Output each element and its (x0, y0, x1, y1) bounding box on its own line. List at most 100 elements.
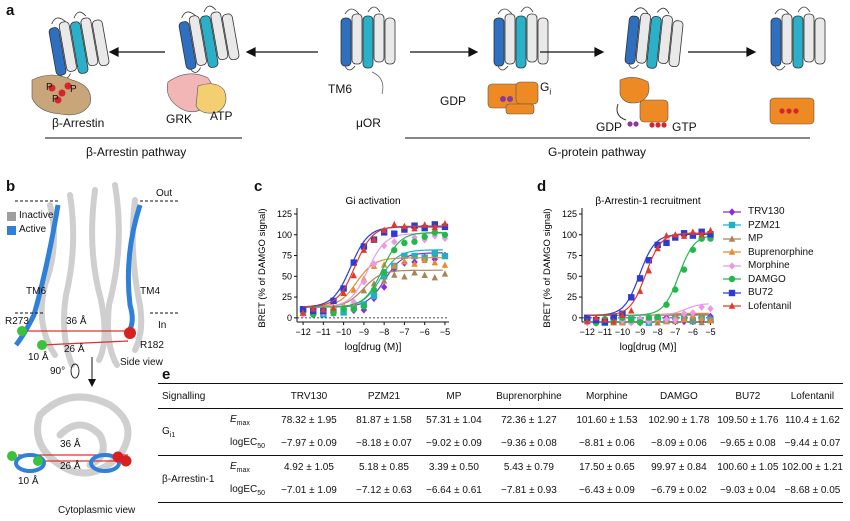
data-point (401, 273, 408, 280)
cyto-10-label: 10 Å (18, 476, 39, 487)
tm4-label: TM4 (140, 286, 160, 297)
legend-inactive-swatch (7, 212, 16, 221)
dist-10-label: 10 Å (28, 352, 49, 363)
x-tick-label: −5 (440, 327, 450, 337)
data-point (441, 270, 449, 277)
legend-label: PZM21 (748, 219, 781, 231)
legend-marker (728, 289, 736, 296)
data-point (441, 219, 449, 227)
p-label-1: P (46, 82, 53, 93)
header-mp: MP (446, 390, 462, 402)
data-point (330, 309, 337, 317)
signalling-table-wrap: Signalling TRV130 PZM21 MP Buprenorphine… (158, 383, 843, 503)
data-point (411, 238, 418, 245)
x-tick-label: −12 (295, 327, 310, 337)
y-tick-label: 75 (282, 251, 292, 261)
value-cell: 78.32 ± 1.95 (281, 415, 337, 426)
legend-label: Buprenorphine (748, 246, 814, 258)
side-view-label: Side view (120, 357, 163, 368)
data-point (370, 280, 378, 287)
data-point (628, 307, 635, 314)
data-point (689, 316, 697, 323)
r273-label: R273 (5, 316, 29, 327)
data-point (401, 239, 408, 247)
value-cell: 99.97 ± 0.84 (651, 462, 707, 473)
x-tick-label: −11 (316, 327, 331, 337)
data-point (698, 318, 705, 326)
value-cell: 17.50 ± 0.65 (579, 462, 635, 473)
value-cell: −6.79 ± 0.02 (650, 485, 707, 496)
value-cell: 101.60 ± 1.53 (576, 415, 638, 426)
data-point (350, 259, 357, 266)
data-point (380, 226, 388, 233)
table-row: logEC50 −7.01 ± 1.09 −7.12 ± 0.63 −6.64 ± 0… (158, 479, 843, 503)
legend-label: BU72 (748, 287, 774, 299)
y-axis-label: BRET (% of DAMGO signal) (542, 208, 553, 327)
series-curve-bu72 (303, 226, 443, 308)
r182-label: R182 (140, 340, 164, 351)
data-point (370, 260, 378, 268)
data-point (698, 235, 705, 242)
data-point (380, 277, 388, 284)
data-point (431, 274, 439, 281)
legend-swatch (723, 248, 741, 255)
arrestin-label: β-Arrestin (52, 116, 105, 130)
x-tick-label: −6 (688, 327, 698, 337)
receptor-final (770, 6, 826, 71)
data-point (380, 283, 388, 291)
data-point (689, 228, 697, 235)
tm6-label-b: TM6 (26, 286, 46, 297)
param-cell: logEC50 (229, 484, 266, 497)
legend-item: TRV130 (722, 205, 842, 219)
arrestin-recruitment-chart: β-Arrestin-1 recruitment 0 25 50 75 100 125 −12… (542, 196, 716, 353)
data-point (350, 271, 357, 279)
signalling-table: Signalling TRV130 PZM21 MP Buprenorphine… (158, 383, 843, 503)
x-tick-label: −8 (653, 327, 663, 337)
panel-d-letter: d (537, 178, 547, 195)
value-cell: −9.03 ± 0.04 (719, 485, 776, 496)
data-point (707, 226, 714, 234)
series-curve-bu72 (587, 233, 709, 316)
r273-atom (17, 326, 27, 336)
data-point (663, 301, 670, 308)
param-cell: logEC50 (229, 437, 266, 450)
p-label-2: P (70, 84, 77, 95)
data-point (601, 316, 609, 323)
y-tick-label: 50 (282, 271, 292, 281)
x-tick-label: −7 (670, 327, 680, 337)
data-point (441, 261, 449, 268)
data-point (401, 226, 408, 233)
data-point (680, 232, 688, 239)
data-point (672, 286, 679, 293)
data-point (370, 286, 378, 294)
chart-legend: TRV130 PZM21 MP Buprenorphine Morphine DAMGO B… (722, 205, 842, 313)
grk-label: GRK (166, 112, 193, 126)
data-point (340, 289, 347, 297)
data-point (628, 294, 635, 301)
data-point (431, 259, 439, 266)
data-point (654, 313, 661, 321)
data-point (401, 257, 408, 265)
data-point (401, 222, 408, 230)
data-point (636, 275, 644, 282)
value-cell: −8.81 ± 0.06 (578, 438, 635, 449)
data-point (330, 304, 337, 311)
data-point (380, 242, 388, 250)
data-point (340, 309, 347, 316)
x-axis-label: log[drug (M)] (620, 342, 677, 353)
x-tick-label: −5 (705, 327, 715, 337)
data-point (411, 252, 418, 260)
x-axis-label: log[drug (M)] (345, 342, 402, 353)
data-point (299, 305, 307, 313)
legend-active-label: Active (19, 224, 47, 235)
receptor-mor (340, 6, 396, 71)
legend-marker (728, 222, 736, 229)
panel-a-letter: a (6, 2, 15, 19)
value-cell: −6.43 ± 0.09 (578, 485, 635, 496)
y-tick-label: 25 (282, 292, 292, 302)
series-curve-lofentanil (587, 232, 709, 316)
y-tick-label: 0 (572, 313, 577, 323)
legend-item: Morphine (722, 259, 842, 273)
param-cell: Emax (229, 414, 250, 427)
